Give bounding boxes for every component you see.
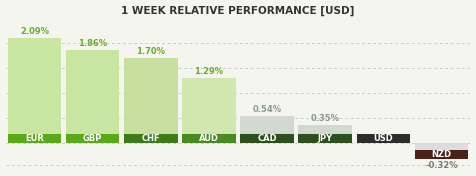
Bar	[298, 134, 352, 143]
Text: 1.70%: 1.70%	[136, 47, 165, 56]
Text: CHF: CHF	[141, 134, 160, 143]
Text: AUD: AUD	[199, 134, 219, 143]
Bar	[124, 58, 178, 134]
Bar	[240, 116, 294, 134]
Bar	[182, 134, 236, 143]
Bar	[415, 150, 468, 159]
Text: 2.09%: 2.09%	[20, 27, 49, 36]
Bar	[357, 134, 410, 143]
Text: USD: USD	[373, 134, 393, 143]
Text: 0.35%: 0.35%	[311, 114, 340, 123]
Text: 1.29%: 1.29%	[194, 67, 224, 76]
Text: 0.54%: 0.54%	[252, 105, 282, 114]
Text: 1.86%: 1.86%	[78, 39, 107, 48]
Bar	[8, 134, 61, 143]
Text: EUR: EUR	[25, 134, 44, 143]
Text: CAD: CAD	[257, 134, 277, 143]
Text: NZD: NZD	[431, 150, 451, 159]
Bar	[66, 50, 119, 134]
Bar	[182, 78, 236, 134]
Bar	[66, 134, 119, 143]
Text: JPY: JPY	[317, 134, 333, 143]
Title: 1 WEEK RELATIVE PERFORMANCE [USD]: 1 WEEK RELATIVE PERFORMANCE [USD]	[121, 6, 355, 16]
Bar	[240, 134, 294, 143]
Text: GBP: GBP	[83, 134, 102, 143]
Bar	[8, 38, 61, 134]
Bar	[124, 134, 178, 143]
Bar	[298, 125, 352, 134]
Text: -0.32%: -0.32%	[425, 161, 458, 169]
Bar	[415, 143, 468, 150]
